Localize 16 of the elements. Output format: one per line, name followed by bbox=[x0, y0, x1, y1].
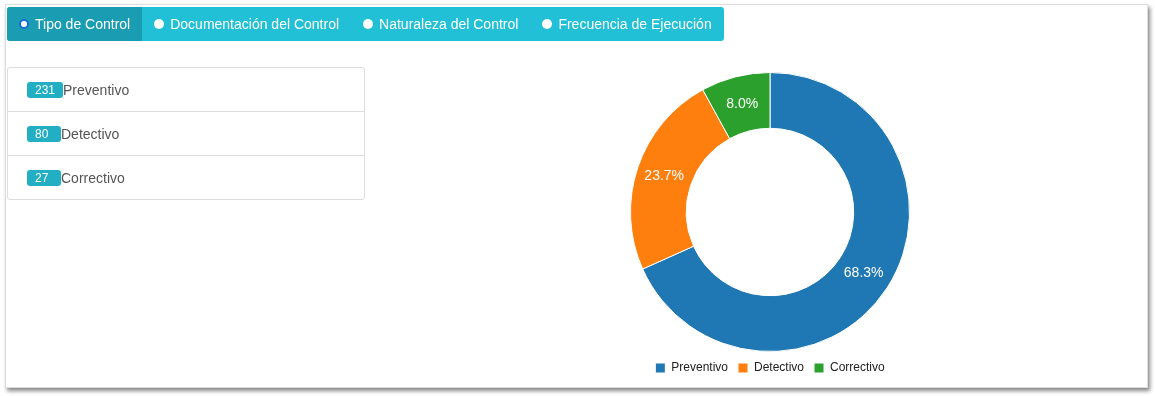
text: Detectivo bbox=[61, 125, 120, 142]
legend-label: Preventivo bbox=[671, 360, 729, 375]
legend-label: Detectivo bbox=[754, 360, 805, 375]
data-label: 23.7% bbox=[644, 167, 685, 184]
text: 80 bbox=[27, 125, 61, 142]
text: Preventivo bbox=[63, 81, 130, 98]
data-label: 68.3% bbox=[843, 263, 884, 280]
text: Frecuencia de Ejecución bbox=[558, 16, 712, 32]
data-label: 8.0% bbox=[726, 94, 759, 111]
text: Correctivo bbox=[61, 169, 125, 186]
text: 27 bbox=[27, 169, 61, 186]
text: Naturaleza del Control bbox=[379, 16, 519, 32]
legend-label: Correctivo bbox=[830, 360, 886, 375]
text: Tipo de Control bbox=[35, 16, 131, 32]
text: 231 bbox=[27, 81, 64, 98]
text: Documentación del Control bbox=[170, 16, 340, 32]
